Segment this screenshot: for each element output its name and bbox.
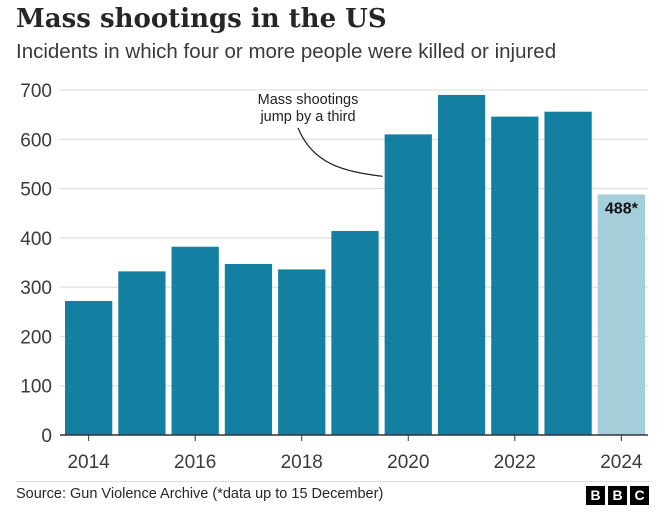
- bar: [118, 271, 166, 435]
- chart-title: Mass shootings in the US: [16, 4, 387, 34]
- bar: [171, 246, 219, 435]
- bbc-logo-letter: B: [608, 486, 627, 505]
- x-tick-label: 2014: [67, 452, 110, 473]
- bar: [544, 111, 592, 435]
- x-tick-label: 2022: [494, 452, 536, 473]
- footer-divider: [16, 481, 649, 482]
- annotation-text: jump by a third: [259, 109, 355, 125]
- y-tick-label: 500: [20, 180, 52, 201]
- bar: [384, 134, 432, 435]
- bbc-logo-letter: C: [630, 486, 649, 505]
- bar: [491, 116, 539, 435]
- bar-chart: 0 100 200 300 400 500 600 700 2014 2016 2018 2020 20…: [20, 81, 648, 473]
- y-tick-label: 300: [20, 278, 52, 299]
- x-tick-label: 2020: [387, 452, 429, 473]
- bar: [224, 263, 273, 435]
- bbc-logo-letter: B: [586, 486, 605, 505]
- annotation-leader-line: [297, 127, 383, 177]
- y-tick-label: 100: [20, 377, 52, 398]
- y-tick-label: 0: [41, 426, 52, 447]
- bar: [278, 269, 326, 435]
- bar: [437, 94, 486, 435]
- y-tick-label: 600: [20, 130, 52, 151]
- y-tick-label: 700: [20, 81, 52, 102]
- data-label: 488*: [605, 200, 639, 217]
- chart-subtitle: Incidents in which four or more people w…: [16, 40, 557, 63]
- x-tick-label: 2016: [174, 452, 216, 473]
- x-tick-label: 2018: [281, 452, 323, 473]
- bar: [331, 230, 379, 435]
- x-tick-label: 2024: [600, 452, 643, 473]
- annotation-text: Mass shootings: [258, 92, 359, 108]
- y-tick-label: 400: [20, 229, 52, 250]
- bbc-logo: B B C: [586, 486, 649, 505]
- source-note: Source: Gun Violence Archive (*data up t…: [16, 486, 384, 502]
- bar: [65, 300, 113, 435]
- bar: [597, 194, 645, 435]
- y-tick-label: 200: [20, 327, 52, 348]
